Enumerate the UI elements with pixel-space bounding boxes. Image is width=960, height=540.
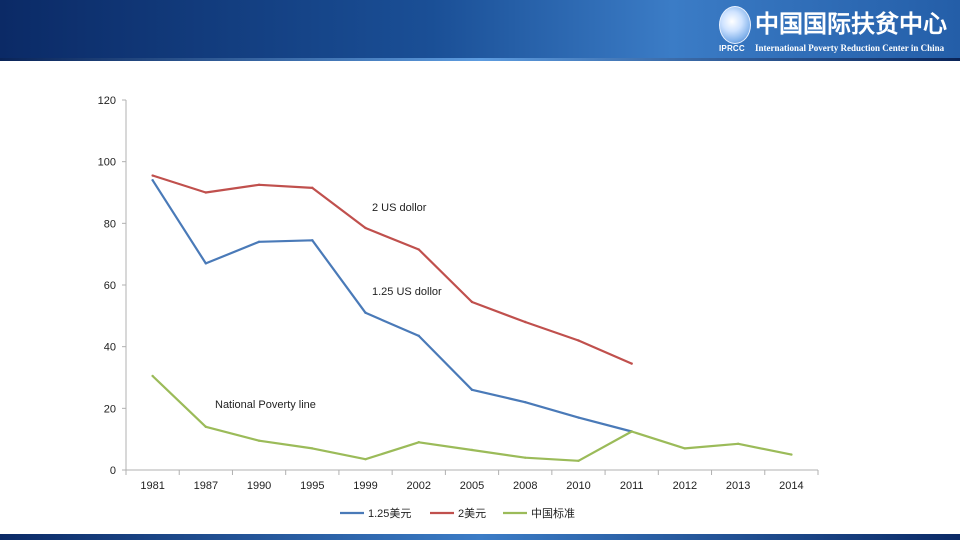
data-point <box>683 447 687 450</box>
x-tick-label: 1999 <box>353 480 377 492</box>
data-point <box>577 459 580 462</box>
series-line-1 <box>152 174 633 365</box>
data-point <box>364 311 367 314</box>
chart-axes: 0 20 40 60 80 100 120 1981 1987 1990 1995 1999 2002 2… <box>98 95 819 492</box>
chart-series <box>151 174 793 462</box>
data-point <box>151 374 154 378</box>
data-point <box>630 362 633 365</box>
data-point <box>790 453 793 456</box>
x-tick-label: 1981 <box>140 480 164 492</box>
data-point <box>524 320 527 324</box>
header-banner: IPRCC 中国国际扶贫中心 International Poverty Red… <box>0 0 960 61</box>
data-point <box>470 448 474 452</box>
data-point <box>470 300 474 304</box>
chart-legend: 1.25美元 2美元 中国标准 <box>340 506 575 520</box>
series-annotation: 1.25 US dollor <box>372 286 442 298</box>
legend-label: 1.25美元 <box>368 507 411 520</box>
x-tick-label: 2002 <box>407 480 431 492</box>
legend-label: 中国标准 <box>531 506 575 520</box>
x-tick-label: 2012 <box>673 480 697 492</box>
org-name-chinese: 中国国际扶贫中心 <box>755 10 947 38</box>
y-tick-label: 60 <box>104 280 116 292</box>
data-point <box>151 174 154 177</box>
footer-strip <box>0 534 960 540</box>
data-point <box>417 441 420 444</box>
data-point <box>204 262 208 265</box>
data-point <box>311 447 314 450</box>
x-tick-label: 2010 <box>566 480 590 492</box>
y-tick-label: 40 <box>104 342 116 354</box>
series-annotation: National Poverty line <box>215 399 316 411</box>
legend-label: 2美元 <box>458 507 486 520</box>
data-point <box>630 430 633 433</box>
org-name-english: International Poverty Reduction Center i… <box>755 43 945 53</box>
x-tick-label: 2013 <box>726 480 750 492</box>
x-tick-label: 1990 <box>247 480 271 492</box>
y-tick-label: 100 <box>98 157 116 169</box>
series-annotation: 2 US dollor <box>372 202 427 214</box>
data-point <box>577 416 580 419</box>
data-point <box>204 191 208 194</box>
data-point <box>736 442 740 445</box>
data-point <box>311 239 314 242</box>
data-point <box>470 388 474 392</box>
data-point <box>524 456 527 459</box>
x-tick-label: 2008 <box>513 480 537 492</box>
data-point <box>364 458 367 461</box>
chart-annotations: 2 US dollor 1.25 US dollor National Povert… <box>215 202 442 411</box>
logo-abbreviation: IPRCC <box>719 44 745 53</box>
x-tick-label: 1987 <box>194 480 218 492</box>
data-point <box>311 186 314 190</box>
y-tick-label: 80 <box>104 218 116 230</box>
x-tick-label: 2011 <box>620 480 644 492</box>
x-tick-label: 2014 <box>779 480 803 492</box>
x-tick-label: 2005 <box>460 480 484 492</box>
y-tick-label: 20 <box>104 403 116 415</box>
y-tick-label: 120 <box>98 95 116 107</box>
data-point <box>364 226 367 230</box>
x-tick-label: 1995 <box>300 480 324 492</box>
data-point <box>257 183 261 186</box>
data-point <box>577 339 580 342</box>
data-point <box>524 400 527 404</box>
globe-logo-icon <box>719 6 751 44</box>
data-point <box>257 240 261 244</box>
data-point <box>417 248 420 251</box>
data-point <box>204 425 208 429</box>
series-line-0 <box>151 179 632 433</box>
data-point <box>417 334 420 338</box>
data-point <box>151 178 154 182</box>
data-point <box>257 439 261 442</box>
y-tick-label: 0 <box>110 465 116 477</box>
